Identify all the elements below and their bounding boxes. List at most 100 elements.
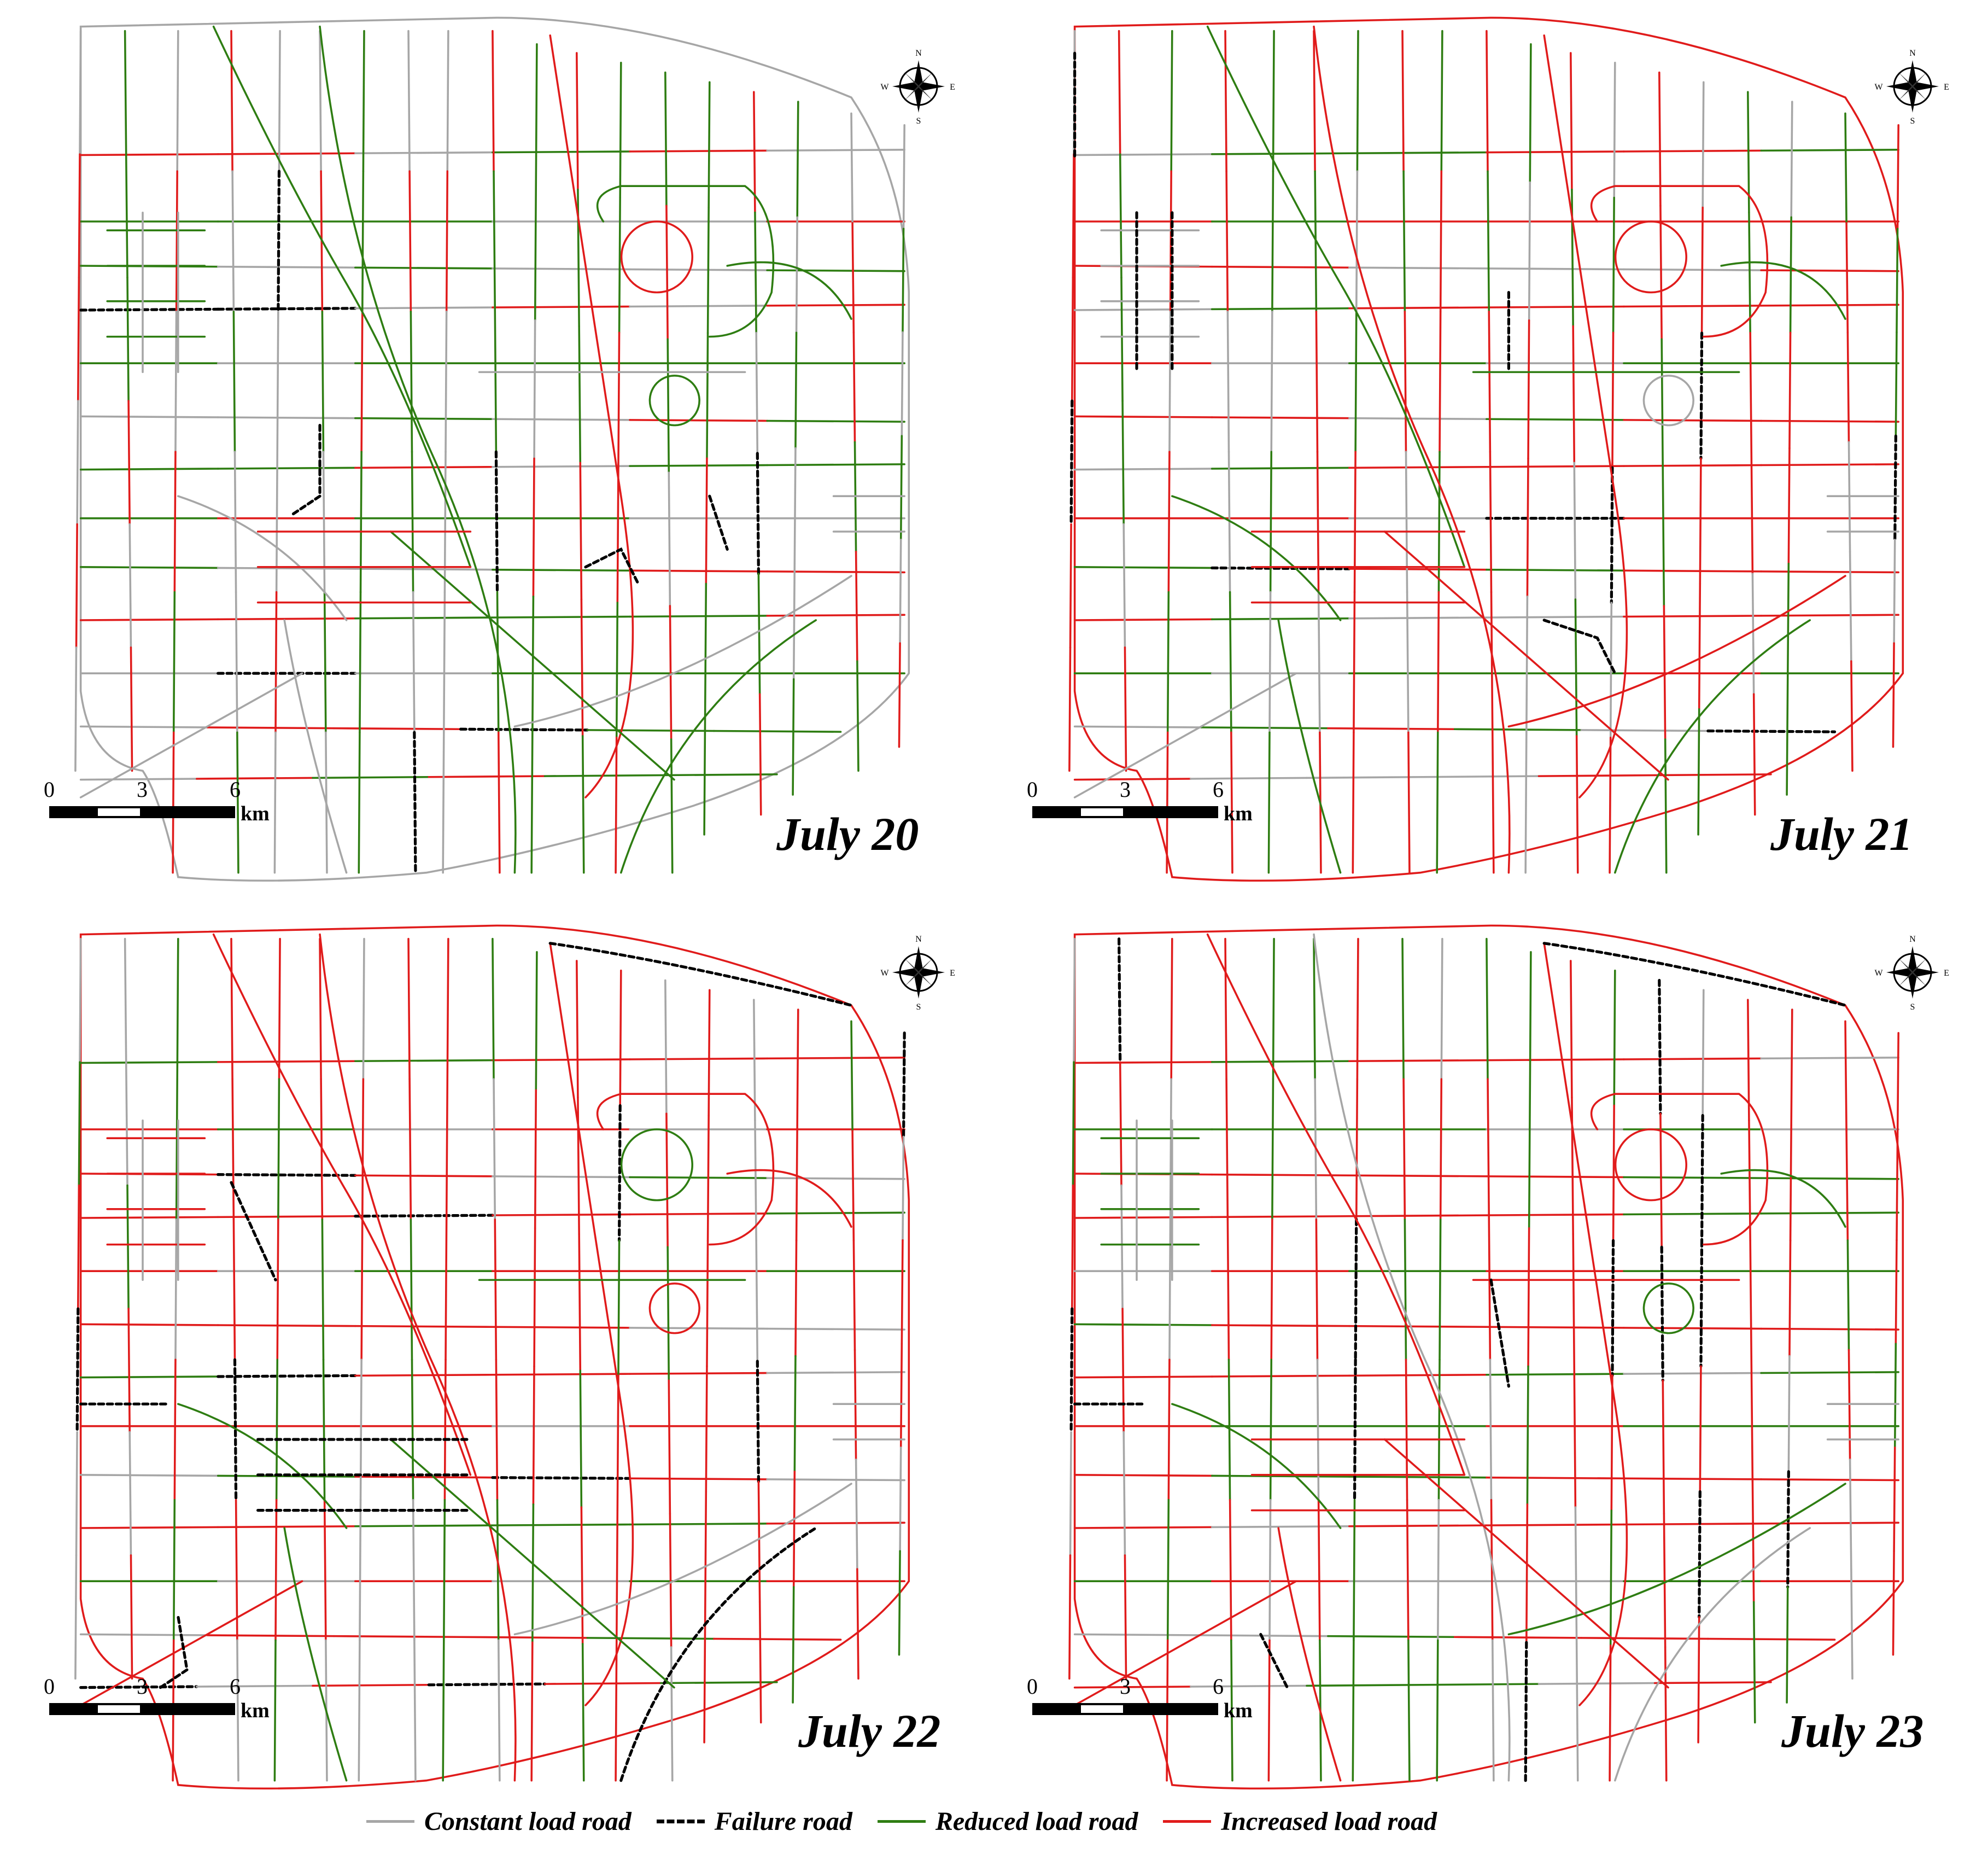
road-segment	[312, 776, 430, 779]
compass-west-label: W	[880, 83, 889, 92]
scale-tick-label: 6	[1213, 1674, 1224, 1699]
road-network-map	[74, 924, 910, 1790]
failure-road-segment	[1542, 942, 1847, 1007]
road-segment	[1844, 1020, 1847, 1132]
road-segment	[708, 81, 711, 209]
map-panel-july-20: N S W E 0 3 6 km July 20	[0, 0, 994, 886]
road-segment	[236, 1639, 239, 1782]
road-segment	[278, 30, 281, 172]
road-segment	[533, 319, 536, 460]
failure-road-segment	[708, 494, 729, 551]
road-segment	[1211, 307, 1350, 311]
compass-west-label: W	[1874, 969, 1883, 978]
road-segment	[617, 1104, 622, 1242]
road-segment	[581, 1643, 585, 1782]
road-segment	[513, 1483, 852, 1636]
road-segment	[1760, 304, 1899, 307]
road-segment	[1760, 419, 1899, 423]
road-segment	[1437, 591, 1440, 734]
road-segment	[359, 591, 362, 734]
road-segment	[354, 616, 494, 620]
map-date-label: July 22	[798, 1705, 941, 1757]
road-segment	[412, 591, 416, 734]
road-segment	[277, 170, 281, 313]
road-segment	[1524, 733, 1528, 874]
road-segment	[796, 101, 799, 219]
road-segment	[321, 310, 325, 453]
road-segment	[1486, 30, 1489, 172]
road-segment	[127, 400, 131, 526]
road-segment	[535, 951, 538, 1092]
road-segment	[1570, 960, 1573, 1099]
road-segment	[1405, 1358, 1408, 1501]
road-segment	[1697, 708, 1700, 836]
road-segment	[1895, 1239, 1898, 1345]
road-segment	[1353, 451, 1356, 593]
road-segment	[411, 1358, 414, 1501]
road-segment	[1348, 568, 1488, 571]
road-segment	[1486, 937, 1489, 1080]
road-segment	[176, 937, 179, 1080]
scale-tick-label: 6	[230, 1674, 241, 1699]
road-segment	[851, 1129, 855, 1241]
road-segment	[666, 338, 670, 474]
road-segment	[1211, 1525, 1350, 1529]
road-segment	[617, 1239, 621, 1377]
road-segment	[1135, 211, 1174, 374]
road-segment	[232, 1218, 236, 1361]
road-segment	[766, 304, 905, 307]
road-segment	[1211, 1173, 1350, 1177]
road-segment	[1069, 1307, 1074, 1434]
road-segment	[705, 457, 708, 585]
road-segment	[670, 1646, 674, 1782]
road-segment	[1402, 1078, 1406, 1221]
road-segment	[217, 467, 356, 470]
road-segment	[1572, 325, 1576, 464]
road-segment	[177, 495, 348, 621]
road-segment	[361, 170, 365, 313]
road-segment	[130, 646, 133, 772]
road-segment	[581, 735, 585, 874]
road-segment	[492, 937, 495, 1080]
road-segment	[792, 1586, 795, 1704]
road-segment	[792, 1471, 796, 1588]
road-segment	[1487, 170, 1490, 313]
road-segment	[1789, 1124, 1792, 1242]
road-segment	[1348, 1524, 1488, 1527]
road-segment	[274, 591, 278, 734]
road-segment	[459, 1636, 589, 1639]
road-segment	[1748, 1119, 1751, 1242]
road-segment	[79, 468, 219, 471]
road-segment	[1662, 471, 1665, 607]
road-segment	[1623, 419, 1762, 422]
road-segment	[1658, 71, 1662, 207]
road-segment	[1121, 1308, 1125, 1433]
road-segment	[274, 1499, 278, 1642]
road-segment	[1383, 530, 1669, 781]
compass-south-label: S	[916, 1002, 921, 1012]
road-segment	[535, 43, 538, 184]
road-segment	[1611, 1239, 1615, 1377]
road-segment	[1642, 375, 1694, 427]
road-segment	[1790, 1008, 1793, 1127]
road-segment	[173, 451, 177, 593]
road-segment	[410, 310, 413, 453]
road-segment	[1844, 112, 1847, 224]
road-segment	[1788, 1239, 1792, 1357]
road-segment	[615, 1645, 618, 1782]
road-segment	[321, 1218, 325, 1361]
road-segment	[665, 205, 669, 341]
failure-road-segment	[584, 547, 640, 586]
road-segment	[619, 61, 622, 199]
scale-tick-label: 3	[1120, 777, 1131, 802]
road-segment	[619, 1526, 817, 1782]
road-segment	[354, 306, 494, 310]
road-segment	[1486, 1058, 1625, 1062]
road-segment	[1849, 550, 1852, 662]
road-segment	[1486, 1476, 1625, 1480]
road-segment	[1573, 1369, 1577, 1508]
road-segment	[1760, 148, 1899, 152]
road-segment	[793, 1355, 797, 1473]
road-segment	[1250, 530, 1466, 604]
road-segment	[493, 170, 496, 313]
